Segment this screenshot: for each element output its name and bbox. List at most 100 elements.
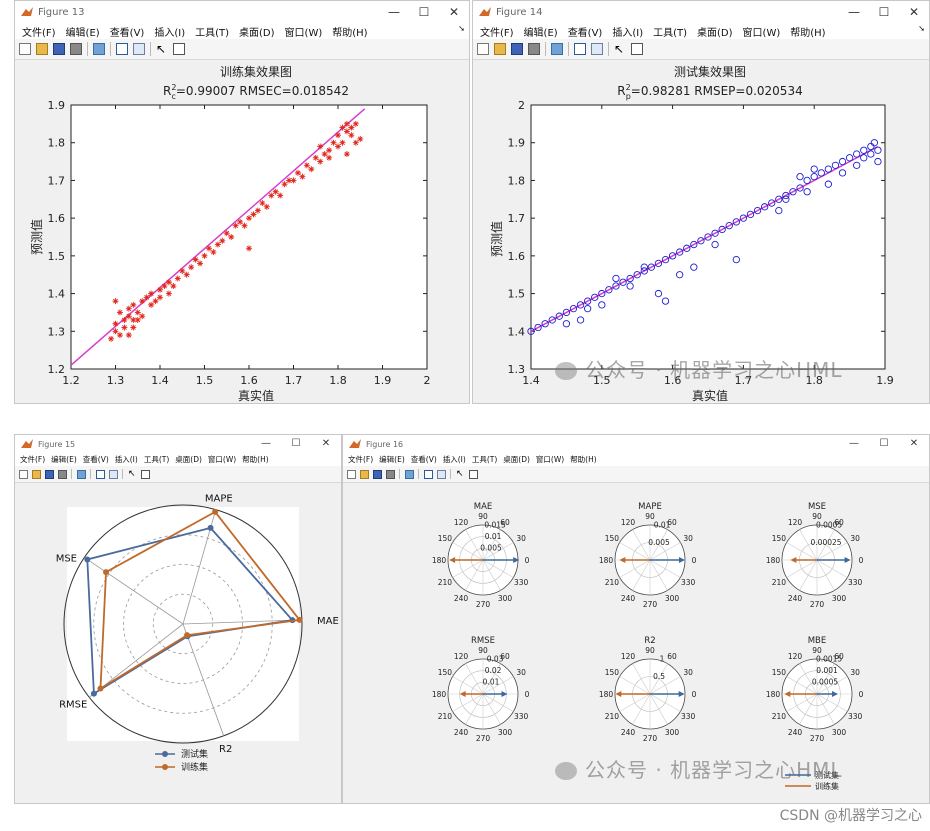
insert-colorbar-icon[interactable] (574, 43, 586, 55)
print-icon[interactable] (70, 43, 82, 55)
polar-angle-label: 30 (850, 534, 860, 543)
new-figure-icon[interactable] (477, 43, 489, 55)
data-point (299, 173, 306, 180)
menu-file[interactable]: 文件(F) (20, 455, 46, 464)
data-point (810, 173, 818, 181)
link-plot-icon[interactable] (405, 469, 414, 479)
data-point (853, 161, 861, 169)
save-icon[interactable] (53, 43, 65, 55)
data-point (668, 252, 677, 260)
polar-angle-label: 90 (645, 512, 655, 521)
edit-plot-cursor-icon[interactable]: ↖ (156, 42, 167, 56)
save-icon[interactable] (45, 469, 54, 479)
maximize-button[interactable]: ☐ (291, 438, 301, 449)
menu-desktop[interactable]: 桌面(D) (697, 27, 733, 39)
menu-view[interactable]: 查看(V) (410, 455, 437, 464)
new-figure-icon[interactable] (347, 469, 356, 479)
menu-view[interactable]: 查看(V) (82, 455, 109, 464)
edit-plot-cursor-icon[interactable]: ↖ (128, 468, 136, 479)
new-figure-icon[interactable] (19, 469, 28, 479)
menu-tools[interactable]: 工具(T) (143, 455, 170, 464)
menu-edit[interactable]: 编辑(E) (65, 27, 100, 39)
menu-file[interactable]: 文件(F) (480, 27, 514, 39)
y-axis-label: 预测值 (489, 221, 504, 257)
menu-help[interactable]: 帮助(H) (242, 455, 269, 464)
menu-insert[interactable]: 插入(I) (154, 27, 186, 39)
print-icon[interactable] (528, 43, 540, 55)
insert-legend-icon[interactable] (591, 43, 603, 55)
menu-edit[interactable]: 编辑(E) (523, 27, 558, 39)
polar-spoke (799, 693, 818, 725)
data-point (803, 188, 811, 196)
edit-plot-cursor-icon[interactable]: ↖ (456, 468, 464, 479)
insert-colorbar-icon[interactable] (96, 469, 105, 479)
menu-insert[interactable]: 插入(I) (114, 455, 138, 464)
save-icon[interactable] (373, 469, 382, 479)
maximize-button[interactable]: ☐ (878, 5, 890, 19)
y-tick-label: 1.2 (48, 363, 66, 376)
close-button[interactable]: ✕ (909, 438, 919, 449)
link-plot-icon[interactable] (551, 43, 563, 55)
open-file-icon[interactable] (494, 43, 506, 55)
menu-insert[interactable]: 插入(I) (442, 455, 466, 464)
open-file-icon[interactable] (360, 469, 369, 479)
data-point (214, 241, 221, 248)
menu-window[interactable]: 窗口(W) (207, 455, 237, 464)
menu-tools[interactable]: 工具(T) (653, 27, 688, 39)
maximize-button[interactable]: ☐ (418, 5, 430, 19)
polar-legend: 测试集 训练集 (785, 770, 839, 791)
minimize-button[interactable]: — (849, 438, 859, 449)
close-button[interactable]: ✕ (321, 438, 331, 449)
menu-file[interactable]: 文件(F) (22, 27, 56, 39)
menu-desktop[interactable]: 桌面(D) (239, 27, 275, 39)
menu-window[interactable]: 窗口(W) (535, 455, 565, 464)
property-inspector-icon[interactable] (141, 469, 150, 479)
menu-tools[interactable]: 工具(T) (195, 27, 230, 39)
menu-desktop[interactable]: 桌面(D) (503, 455, 530, 464)
menu-help[interactable]: 帮助(H) (332, 27, 368, 39)
insert-legend-icon[interactable] (133, 43, 145, 55)
menu-bar: 文件(F) 编辑(E) 查看(V) 插入(I) 工具(T) 桌面(D) 窗口(W… (15, 23, 469, 39)
menu-edit[interactable]: 编辑(E) (379, 455, 405, 464)
save-icon[interactable] (511, 43, 523, 55)
print-icon[interactable] (386, 469, 395, 479)
open-file-icon[interactable] (36, 43, 48, 55)
menu-bar: 文件(F) 编辑(E) 查看(V) 插入(I) 工具(T) 桌面(D) 窗口(W… (15, 453, 341, 466)
link-plot-icon[interactable] (93, 43, 105, 55)
menu-view[interactable]: 查看(V) (109, 27, 145, 39)
data-point (116, 309, 123, 316)
minimize-button[interactable]: — (848, 5, 860, 19)
insert-colorbar-icon[interactable] (424, 469, 433, 479)
close-button[interactable]: ✕ (448, 5, 460, 19)
property-inspector-icon[interactable] (469, 469, 478, 479)
insert-colorbar-icon[interactable] (116, 43, 128, 55)
menu-insert[interactable]: 插入(I) (612, 27, 644, 39)
minimize-button[interactable]: — (261, 438, 271, 449)
maximize-button[interactable]: ☐ (879, 438, 889, 449)
link-plot-icon[interactable] (77, 469, 86, 479)
minimize-button[interactable]: — (388, 5, 400, 19)
edit-plot-cursor-icon[interactable]: ↖ (614, 42, 625, 56)
property-inspector-icon[interactable] (631, 43, 643, 55)
data-point (339, 139, 346, 146)
menu-overflow-icon[interactable]: ➘ (458, 24, 465, 33)
data-point (116, 332, 123, 339)
menu-help[interactable]: 帮助(H) (570, 455, 597, 464)
print-icon[interactable] (58, 469, 67, 479)
menu-tools[interactable]: 工具(T) (471, 455, 498, 464)
menu-overflow-icon[interactable]: ➘ (918, 24, 925, 33)
open-file-icon[interactable] (32, 469, 41, 479)
insert-legend-icon[interactable] (109, 469, 118, 479)
menu-desktop[interactable]: 桌面(D) (175, 455, 202, 464)
insert-legend-icon[interactable] (437, 469, 446, 479)
close-button[interactable]: ✕ (908, 5, 920, 19)
menu-edit[interactable]: 编辑(E) (51, 455, 77, 464)
menu-window[interactable]: 窗口(W) (742, 27, 781, 39)
menu-file[interactable]: 文件(F) (348, 455, 374, 464)
menu-view[interactable]: 查看(V) (567, 27, 603, 39)
property-inspector-icon[interactable] (173, 43, 185, 55)
menu-help[interactable]: 帮助(H) (790, 27, 826, 39)
menu-window[interactable]: 窗口(W) (284, 27, 323, 39)
polar-spoke (816, 663, 835, 695)
new-figure-icon[interactable] (19, 43, 31, 55)
